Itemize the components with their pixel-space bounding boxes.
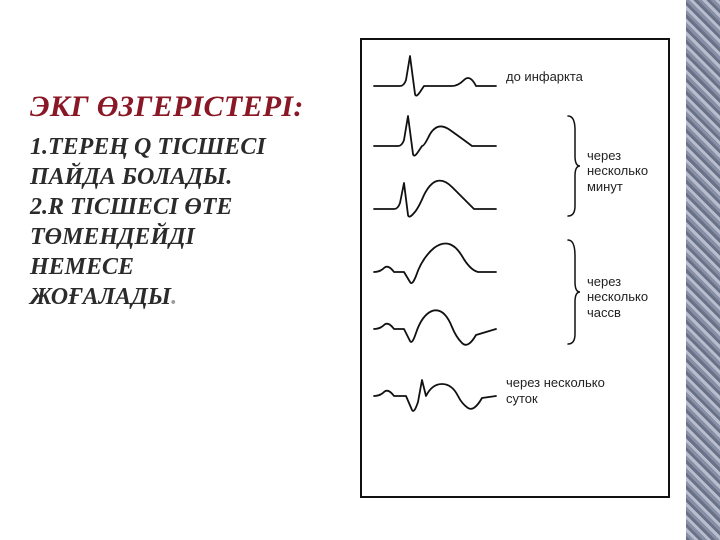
- diagram-row: через несколько суток: [370, 362, 660, 420]
- bracket-icon: [565, 110, 581, 222]
- body-line-6: ЖОҒАЛАДЫ: [30, 284, 171, 310]
- wave-pair: [370, 110, 565, 232]
- label-text: минут: [587, 179, 623, 194]
- body-line-1: 1.ТЕРЕҢ Q ТІСШЕСІ: [30, 134, 266, 160]
- label-text: суток: [506, 391, 538, 406]
- body-line-2: ПАЙДА БОЛАДЫ.: [30, 164, 232, 190]
- diagram-label: через несколько суток: [500, 375, 660, 406]
- diagram-label: через несколько чассв: [581, 274, 660, 321]
- diagram-row-group: через несколько чассв: [370, 234, 660, 360]
- ecg-wave-hours-a: [370, 234, 500, 292]
- diagram-row-group: через несколько минут: [370, 110, 660, 232]
- body-line-4: ТӨМЕНДЕЙДІ: [30, 224, 195, 250]
- label-text: через несколько: [587, 274, 648, 305]
- label-text: через несколько: [587, 148, 648, 179]
- decorative-side-band: [686, 0, 720, 540]
- label-text: до инфаркта: [506, 69, 583, 84]
- ecg-wave-minutes-a: [370, 110, 500, 164]
- diagram-label: через несколько минут: [581, 148, 660, 195]
- slide-body: 1.ТЕРЕҢ Q ТІСШЕСІ ПАЙДА БОЛАДЫ. 2.R ТІСШ…: [30, 132, 350, 312]
- wave-pair: [370, 234, 565, 360]
- text-column: ЭКГ ӨЗГЕРІСТЕРІ: 1.ТЕРЕҢ Q ТІСШЕСІ ПАЙДА…: [30, 88, 350, 312]
- body-line-5: НЕМЕСЕ: [30, 254, 134, 280]
- label-text: через несколько: [506, 375, 605, 390]
- trailing-period: .: [171, 284, 177, 310]
- body-line-3: 2.R ТІСШЕСІ ӨТЕ: [30, 194, 232, 220]
- diagram-row: до инфаркта: [370, 50, 660, 104]
- ecg-wave-minutes-b: [370, 169, 500, 227]
- ecg-wave-days: [370, 362, 500, 420]
- bracket-icon: [565, 234, 581, 350]
- diagram-label: до инфаркта: [500, 69, 660, 85]
- ecg-diagram-box: до инфаркта через несколько минут: [360, 38, 670, 498]
- slide-heading: ЭКГ ӨЗГЕРІСТЕРІ:: [30, 88, 350, 126]
- ecg-wave-normal: [370, 50, 500, 104]
- ecg-wave-hours-b: [370, 297, 500, 355]
- label-text: чассв: [587, 305, 621, 320]
